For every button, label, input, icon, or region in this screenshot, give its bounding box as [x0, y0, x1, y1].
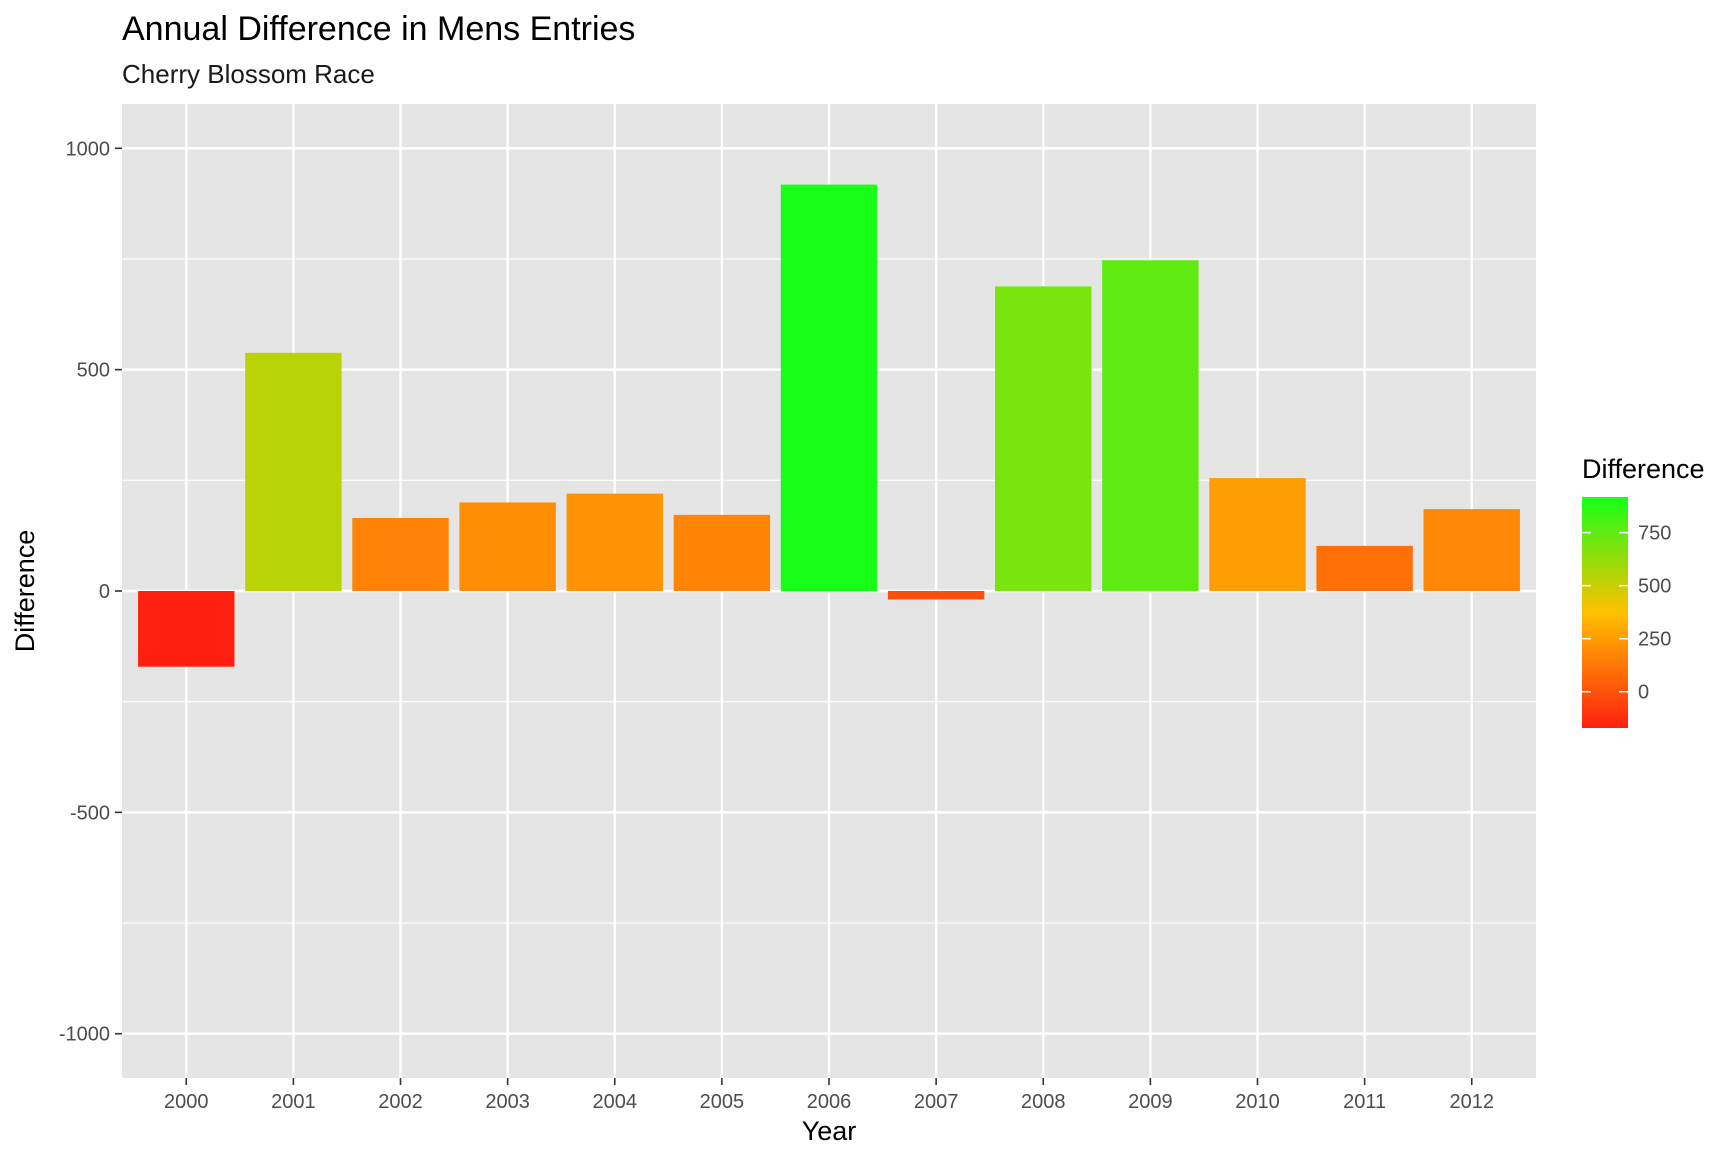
bar-2009 — [1102, 260, 1199, 591]
bar-2001 — [245, 352, 342, 591]
bar-2007 — [887, 591, 985, 600]
legend-ticks: 0 250 500 750 — [1582, 523, 1671, 704]
x-tick-label: 2007 — [914, 1091, 959, 1113]
chart-subtitle: Cherry Blossom Race — [122, 59, 375, 89]
y-tick-label: -1000 — [59, 1024, 110, 1046]
x-tick-label: 2006 — [807, 1091, 852, 1113]
x-tick-label: 2003 — [485, 1091, 530, 1113]
bar-2004 — [566, 493, 663, 591]
x-tick-label: 2000 — [164, 1091, 209, 1113]
legend-tick-label: 0 — [1638, 682, 1649, 704]
bar-2000 — [138, 591, 235, 667]
bar-2005 — [673, 514, 771, 591]
y-tick-label: -500 — [70, 802, 110, 824]
x-tick-label: 2001 — [271, 1091, 316, 1113]
x-tick-label: 2002 — [378, 1091, 423, 1113]
y-tick-label: 0 — [99, 581, 110, 603]
y-axis-title: Difference — [10, 530, 40, 653]
legend: Difference 0 250 500 750 — [1582, 454, 1705, 728]
chart-title: Annual Difference in Mens Entries — [122, 10, 635, 48]
bar-2006 — [780, 184, 878, 592]
x-tick-label: 2005 — [700, 1091, 745, 1113]
y-tick-label: 500 — [77, 360, 110, 382]
legend-tick-label: 250 — [1638, 629, 1671, 651]
bar-2003 — [459, 502, 556, 591]
bar-2002 — [352, 517, 449, 591]
bars — [138, 184, 1520, 667]
legend-title: Difference — [1582, 454, 1705, 484]
bar-2010 — [1209, 478, 1306, 591]
x-axis: 2000 2001 2002 2003 2004 2005 2006 2007 2008 2009… — [164, 1078, 1494, 1113]
x-axis-title: Year — [802, 1116, 857, 1146]
x-tick-label: 2008 — [1021, 1091, 1066, 1113]
legend-tick-label: 500 — [1638, 576, 1671, 598]
legend-color-bar — [1582, 497, 1628, 728]
x-tick-label: 2010 — [1235, 1091, 1280, 1113]
bar-2008 — [995, 286, 1092, 591]
y-tick-label: 1000 — [66, 138, 111, 160]
x-tick-label: 2012 — [1449, 1091, 1494, 1113]
x-tick-label: 2004 — [593, 1091, 638, 1113]
bar-2012 — [1423, 509, 1520, 591]
legend-tick-label: 750 — [1638, 523, 1671, 545]
x-tick-label: 2011 — [1343, 1091, 1386, 1113]
y-axis: -1000 -500 0 500 1000 — [59, 138, 122, 1046]
x-tick-label: 2009 — [1128, 1091, 1173, 1113]
bar-2011 — [1316, 545, 1413, 591]
